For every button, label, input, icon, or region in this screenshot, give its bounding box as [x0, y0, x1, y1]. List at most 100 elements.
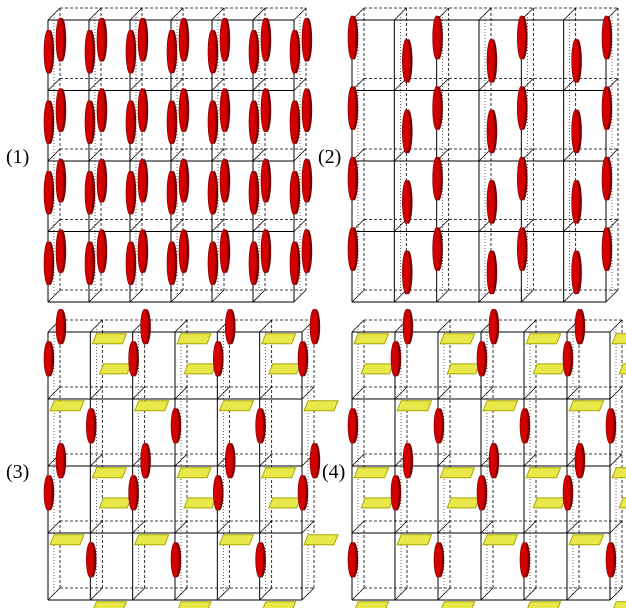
- vertical-particle: [225, 308, 234, 345]
- vertical-particle: [309, 308, 319, 345]
- vertical-particle: [43, 340, 53, 377]
- vertical-particle: [601, 226, 611, 272]
- vertical-particle: [207, 29, 217, 74]
- grid-depth-edge: [88, 148, 102, 162]
- horizontal-particle: [183, 363, 217, 375]
- grid-depth-edge: [394, 520, 408, 534]
- grid-depth-edge: [523, 453, 537, 467]
- vertical-particle: [289, 241, 299, 286]
- grid-depth-edge: [211, 289, 225, 303]
- grid-depth-edge: [351, 520, 365, 534]
- grid-depth-edge: [478, 7, 492, 21]
- vertical-particle: [476, 474, 486, 511]
- vertical-particle: [84, 170, 94, 215]
- panel-label-3: (3): [6, 461, 29, 483]
- vertical-particle: [517, 15, 526, 60]
- vertical-particle: [574, 442, 584, 479]
- horizontal-particle: [446, 363, 481, 375]
- grid-depth-edge: [132, 520, 145, 534]
- vertical-particle: [55, 88, 65, 133]
- panel-2-lattice: [347, 7, 619, 303]
- grid-depth-edge: [293, 7, 307, 21]
- vertical-particle: [43, 29, 53, 74]
- vertical-particle: [390, 340, 400, 377]
- horizontal-particle: [183, 497, 217, 509]
- grid-depth-edge: [521, 289, 534, 303]
- horizontal-particle: [261, 467, 297, 479]
- grid-depth-edge: [88, 219, 102, 232]
- horizontal-particle: [568, 534, 605, 546]
- vertical-particle: [601, 85, 611, 131]
- grid-depth-edge: [351, 386, 365, 400]
- vertical-particle: [86, 407, 95, 444]
- grid-depth-edge: [90, 319, 103, 333]
- horizontal-particle: [91, 333, 128, 345]
- vertical-particle: [301, 17, 311, 62]
- horizontal-particle: [261, 333, 297, 345]
- horizontal-particle: [396, 534, 433, 546]
- grid-depth-edge: [211, 148, 225, 162]
- grid-depth-edge: [211, 219, 225, 232]
- vertical-particle: [86, 541, 95, 578]
- vertical-particle: [309, 442, 319, 479]
- vertical-particle: [517, 85, 526, 131]
- grid-depth-edge: [174, 453, 188, 467]
- vertical-particle: [301, 88, 311, 133]
- vertical-particle: [178, 229, 188, 274]
- panel-1-lattice: [43, 7, 313, 303]
- horizontal-particle: [98, 497, 132, 509]
- grid-depth-edge: [436, 289, 449, 303]
- grid-depth-edge: [566, 587, 580, 601]
- vertical-particle: [140, 308, 149, 345]
- grid-depth-edge: [88, 78, 102, 91]
- vertical-particle: [260, 17, 270, 62]
- vertical-particle: [402, 38, 411, 84]
- vertical-particle: [43, 170, 53, 215]
- grid-depth-edge: [437, 319, 451, 333]
- horizontal-particle: [353, 333, 390, 345]
- grid-depth-edge: [609, 386, 623, 400]
- horizontal-particle: [611, 467, 626, 479]
- grid-depth-edge: [170, 148, 184, 162]
- vertical-particle: [248, 170, 258, 215]
- horizontal-particle: [134, 400, 170, 412]
- vertical-particle: [137, 229, 147, 274]
- grid-depth-edge: [351, 587, 365, 601]
- vertical-particle: [166, 241, 176, 286]
- grid-depth-edge: [132, 386, 145, 400]
- vertical-particle: [96, 158, 106, 203]
- grid-depth-edge: [437, 386, 451, 400]
- grid-depth-edge: [174, 319, 188, 333]
- grid-depth-edge: [129, 289, 143, 303]
- vertical-particle: [170, 407, 180, 444]
- vertical-particle: [402, 250, 411, 295]
- grid-depth-edge: [47, 587, 61, 601]
- grid-depth-edge: [609, 319, 623, 333]
- vertical-particle: [574, 308, 584, 345]
- horizontal-particle: [618, 363, 626, 375]
- grid-depth-edge: [301, 520, 315, 534]
- vertical-particle: [213, 474, 222, 511]
- grid-depth-edge: [523, 386, 537, 400]
- vertical-particle: [125, 29, 135, 74]
- grid-depth-edge: [90, 520, 103, 534]
- vertical-particle: [207, 170, 217, 215]
- horizontal-particle: [439, 333, 476, 345]
- grid-depth-edge: [47, 78, 61, 91]
- horizontal-particle: [218, 400, 255, 412]
- vertical-particle: [347, 541, 357, 578]
- vertical-particle: [96, 229, 106, 274]
- vertical-particle: [402, 442, 412, 479]
- horizontal-particle: [218, 534, 255, 546]
- grid-depth-edge: [394, 386, 408, 400]
- vertical-particle: [488, 308, 498, 345]
- grid-depth-edge: [259, 319, 272, 333]
- grid-depth-edge: [351, 289, 365, 303]
- vertical-particle: [517, 226, 526, 272]
- vertical-particle: [519, 407, 529, 444]
- horizontal-particle: [568, 400, 605, 412]
- grid-depth-edge: [566, 520, 580, 534]
- grid-depth-edge: [90, 453, 103, 467]
- vertical-particle: [260, 229, 270, 274]
